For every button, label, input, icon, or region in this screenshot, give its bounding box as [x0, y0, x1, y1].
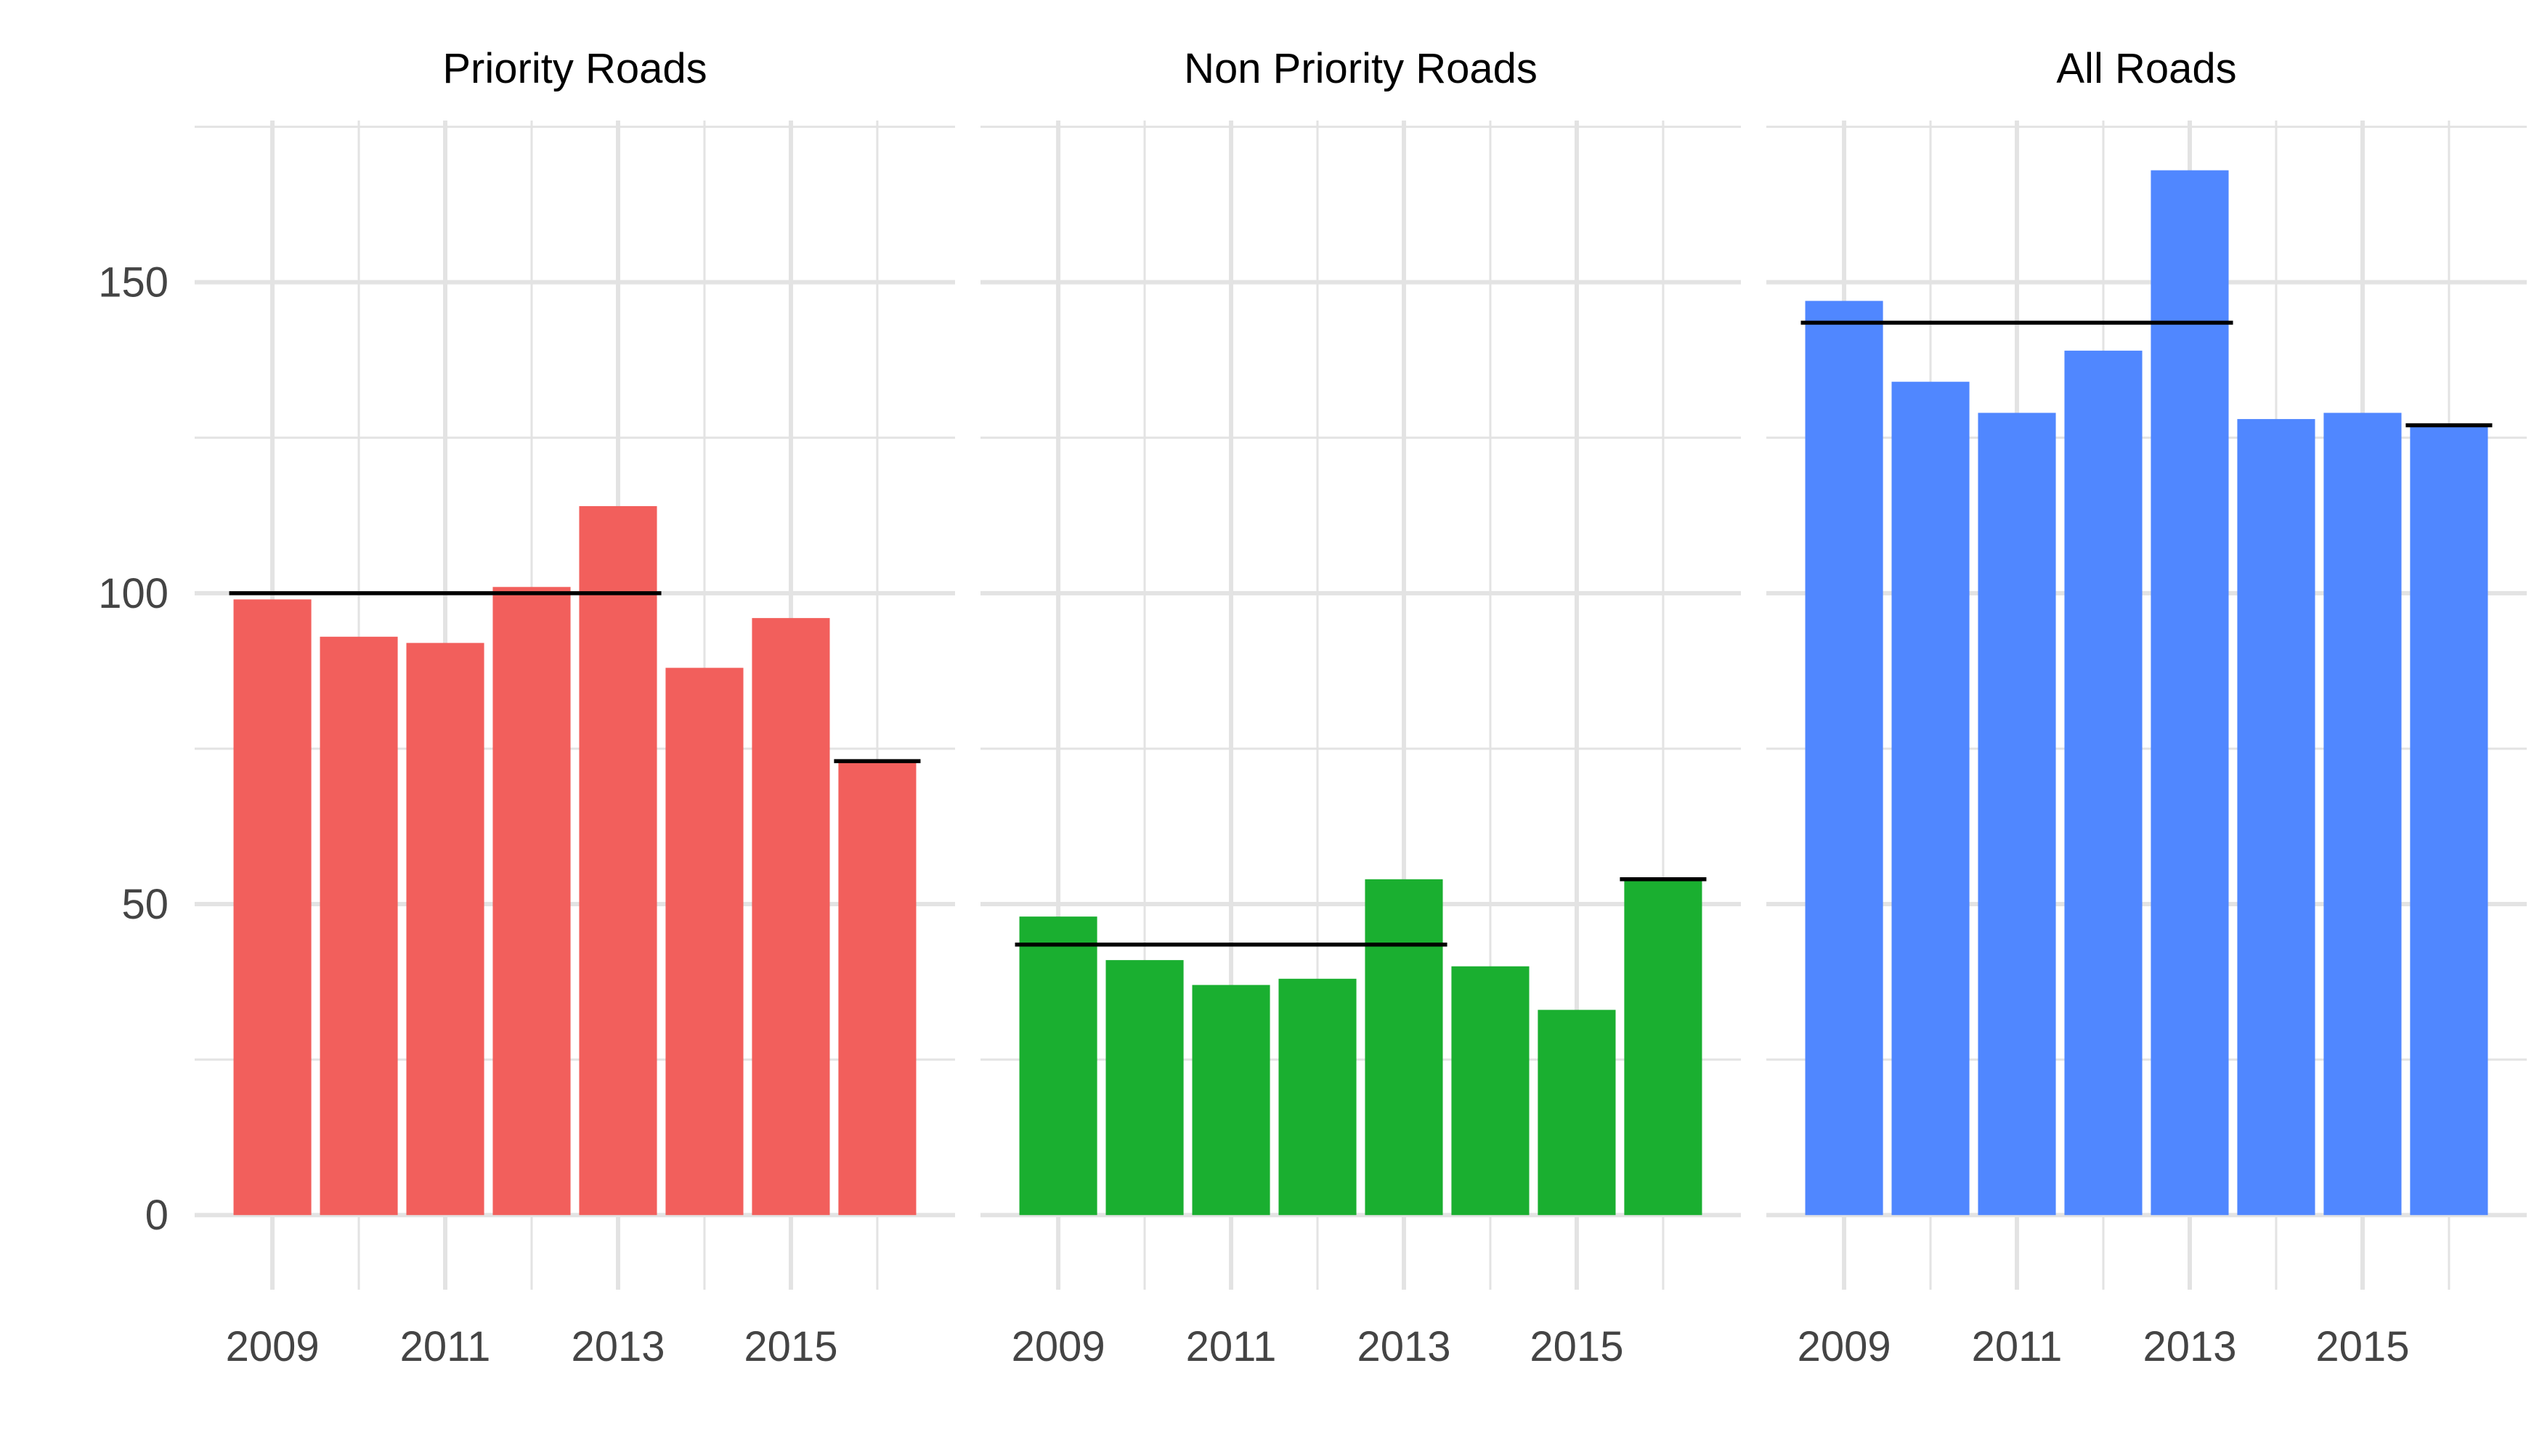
- x-tick-label: 2013: [1357, 1323, 1450, 1370]
- bar-2009: [233, 599, 312, 1216]
- bar-2010: [320, 636, 398, 1216]
- bar-2013: [2151, 170, 2229, 1216]
- bar-2013: [1365, 879, 1443, 1216]
- facet-title: Non Priority Roads: [1184, 45, 1538, 92]
- bar-2011: [1978, 412, 2056, 1216]
- x-tick-label: 2009: [226, 1323, 320, 1370]
- x-tick-label: 2013: [2143, 1323, 2236, 1370]
- x-tick-label: 2013: [571, 1323, 665, 1370]
- x-tick-label: 2015: [2315, 1323, 2409, 1370]
- x-tick-label: 2011: [1186, 1323, 1277, 1370]
- bar-2011: [1192, 985, 1270, 1216]
- x-tick-label: 2015: [1530, 1323, 1623, 1370]
- bar-2013: [579, 505, 657, 1216]
- y-tick-label: 150: [98, 259, 168, 306]
- x-tick-label: 2009: [1798, 1323, 1891, 1370]
- bar-2010: [1891, 381, 1970, 1216]
- bar-2015: [2323, 412, 2402, 1216]
- bar-2016: [838, 761, 917, 1216]
- bar-2009: [1805, 301, 1883, 1216]
- bar-2014: [2237, 419, 2315, 1216]
- bar-2015: [1538, 1009, 1616, 1216]
- y-tick-label: 0: [145, 1192, 168, 1239]
- x-tick-label: 2011: [1972, 1323, 2063, 1370]
- x-tick-label: 2009: [1012, 1323, 1105, 1370]
- bar-2012: [492, 587, 571, 1216]
- bar-2009: [1019, 916, 1097, 1216]
- y-tick-label: 100: [98, 570, 168, 617]
- bar-2012: [1278, 978, 1357, 1216]
- bar-2015: [752, 618, 830, 1216]
- facet-title: Priority Roads: [442, 45, 707, 92]
- y-tick-label: 50: [121, 881, 168, 928]
- bar-2016: [1624, 879, 1702, 1216]
- x-tick-label: 2015: [744, 1323, 837, 1370]
- bar-2010: [1105, 960, 1184, 1216]
- bar-2014: [665, 667, 744, 1216]
- bar-2012: [2064, 350, 2143, 1216]
- bar-2016: [2410, 425, 2488, 1216]
- x-tick-label: 2011: [400, 1323, 491, 1370]
- bar-2014: [1451, 966, 1530, 1216]
- facet-title: All Roads: [2056, 45, 2236, 92]
- bar-2011: [406, 643, 484, 1216]
